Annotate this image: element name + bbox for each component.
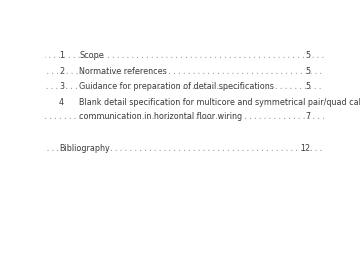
- Text: 2: 2: [59, 67, 64, 76]
- Text: ................................................................................: ........................................…: [0, 112, 360, 122]
- Text: 4: 4: [59, 98, 64, 107]
- Text: 5: 5: [305, 51, 310, 60]
- Text: Normative references: Normative references: [79, 67, 167, 76]
- Text: Blank detail specification for multicore and symmetrical pair/quad cables for di: Blank detail specification for multicore…: [79, 98, 360, 107]
- Text: Guidance for preparation of detail specifications: Guidance for preparation of detail speci…: [79, 82, 274, 91]
- Text: communication in horizontal floor wiring: communication in horizontal floor wiring: [79, 112, 242, 122]
- Text: ................................................................................: ........................................…: [0, 144, 360, 153]
- Text: 12: 12: [300, 144, 310, 153]
- Text: ................................................................................: ........................................…: [0, 51, 360, 60]
- Text: ................................................................................: ........................................…: [0, 82, 360, 91]
- Text: 1: 1: [59, 51, 64, 60]
- Text: Bibliography: Bibliography: [59, 144, 110, 153]
- Text: 5: 5: [305, 82, 310, 91]
- Text: 7: 7: [305, 112, 310, 122]
- Text: 3: 3: [59, 82, 64, 91]
- Text: Scope: Scope: [79, 51, 104, 60]
- Text: 5: 5: [305, 67, 310, 76]
- Text: ................................................................................: ........................................…: [0, 67, 360, 76]
